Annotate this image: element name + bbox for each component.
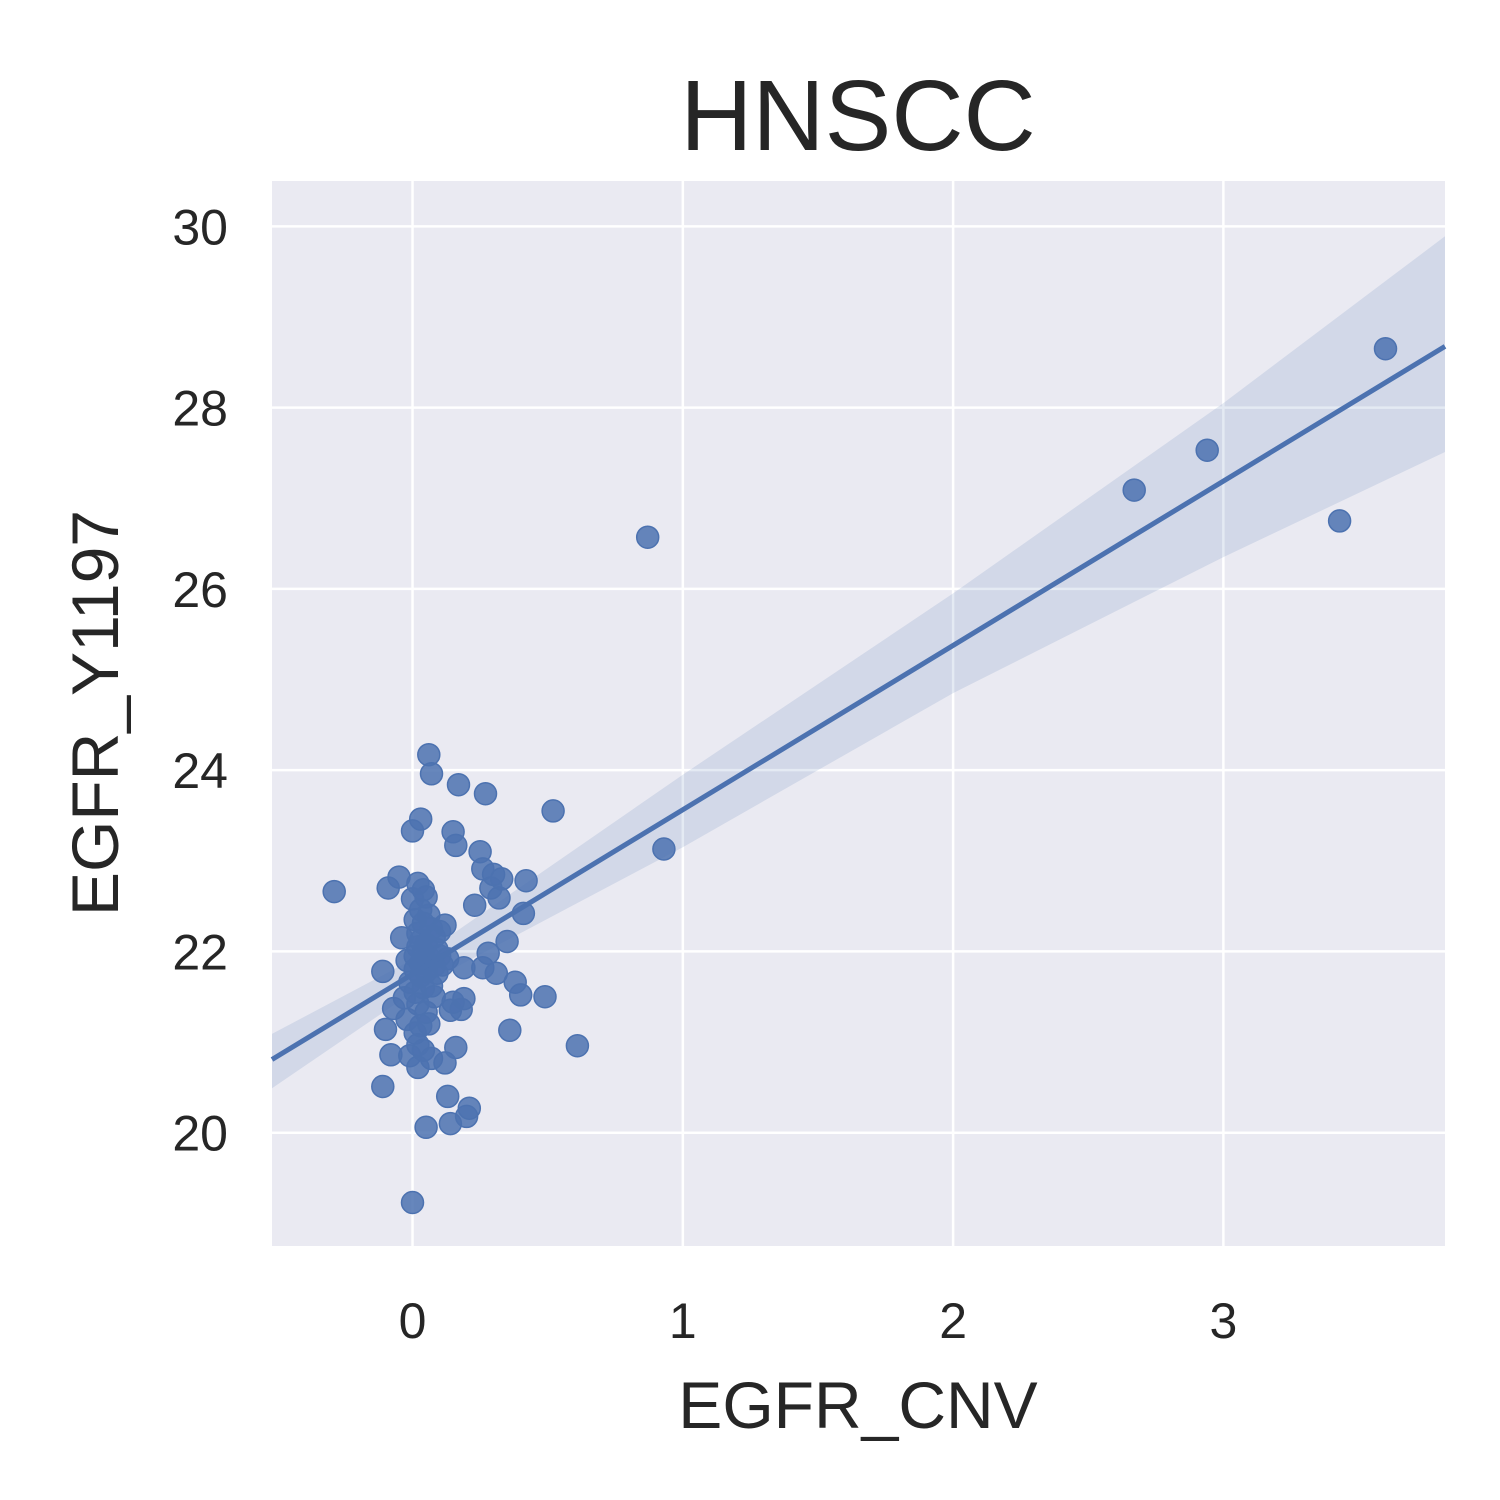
x-tick-label: 1 (669, 1293, 697, 1349)
data-point (635, 525, 660, 549)
x-axis-ticks: 0 1 2 3 (399, 1293, 1238, 1349)
y-tick-label: 28 (172, 381, 228, 437)
data-point (473, 781, 498, 806)
y-tick-label: 24 (172, 743, 228, 799)
data-point (498, 1018, 522, 1043)
data-point (433, 913, 457, 937)
data-point (533, 984, 557, 1009)
confidence-band-layer (272, 236, 1445, 1089)
data-point (1195, 438, 1219, 462)
data-point (419, 762, 444, 786)
y-axis-label: EGFR_Y1197 (58, 510, 132, 916)
regression-line (270, 344, 1447, 1062)
data-point (414, 1115, 438, 1140)
data-point (446, 772, 471, 797)
data-point (495, 929, 519, 954)
data-point (373, 1017, 398, 1042)
gridlines (272, 181, 1445, 1246)
y-tick-label: 30 (172, 199, 228, 255)
data-point (452, 986, 476, 1011)
data-point (444, 1035, 468, 1060)
y-tick-label: 26 (172, 562, 228, 618)
plot-area (272, 181, 1445, 1246)
data-point (1122, 478, 1146, 502)
data-point (514, 868, 538, 893)
x-tick-label: 3 (1209, 1293, 1237, 1349)
x-axis-label: EGFR_CNV (678, 1368, 1037, 1442)
data-point (371, 959, 395, 984)
data-point (457, 1096, 482, 1120)
x-tick-label: 0 (399, 1293, 427, 1349)
chart-title: HNSCC (680, 60, 1036, 172)
data-point (322, 879, 346, 904)
data-point (489, 867, 514, 891)
data-point (462, 893, 487, 917)
regression-line-layer (270, 344, 1447, 1062)
data-point (476, 941, 500, 965)
data-point (1373, 336, 1398, 361)
data-point (508, 983, 533, 1007)
y-tick-label: 22 (172, 924, 228, 980)
data-point (435, 1084, 460, 1109)
y-tick-label: 20 (172, 1106, 228, 1162)
data-point (565, 1033, 590, 1058)
y-axis-ticks: 20 22 24 26 28 30 (172, 199, 228, 1161)
data-point (1327, 509, 1352, 533)
data-point (417, 1012, 441, 1036)
data-point (400, 1190, 425, 1215)
confidence-band (272, 236, 1445, 1089)
data-point (541, 799, 565, 823)
data-point (371, 1074, 395, 1099)
data-point (444, 833, 468, 858)
points-layer (322, 336, 1398, 1215)
data-point (408, 807, 433, 831)
data-point (652, 837, 676, 861)
data-point (484, 961, 509, 985)
x-tick-label: 2 (939, 1293, 967, 1349)
